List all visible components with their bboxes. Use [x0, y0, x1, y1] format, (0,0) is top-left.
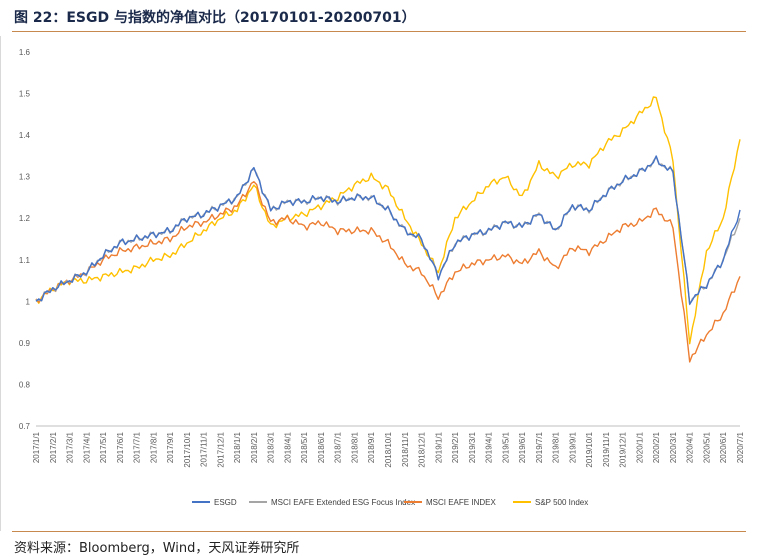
x-tick-label: 2019/6/1: [518, 431, 527, 463]
x-tick-label: 2019/2/1: [451, 431, 460, 463]
x-tick-label: 2019/11/1: [602, 431, 611, 467]
x-tick-label: 2018/7/1: [334, 431, 343, 463]
x-tick-label: 2017/4/1: [82, 431, 91, 463]
x-tick-label: 2018/4/1: [283, 431, 292, 463]
x-tick-label: 2020/6/1: [719, 431, 728, 463]
y-tick-label: 1.3: [19, 173, 31, 182]
x-tick-label: 2018/3/1: [267, 431, 276, 463]
y-tick-label: 1: [26, 297, 31, 306]
legend-label: MSCI EAFE Extended ESG Focus Index: [271, 498, 415, 507]
x-tick-label: 2017/10/1: [183, 431, 192, 467]
series-line-0: [35, 155, 741, 305]
y-tick-label: 0.8: [19, 380, 31, 389]
series-line-2: [35, 181, 741, 363]
line-chart: 0.70.80.911.11.21.31.41.51.6 2017/1/1 201…: [0, 36, 745, 531]
x-tick-label: 2017/3/1: [66, 431, 75, 463]
x-tick-label: 2017/5/1: [99, 431, 108, 463]
x-tick-label: 2019/1/1: [434, 431, 443, 463]
x-tick-label: 2019/10/1: [585, 431, 594, 467]
x-tick-label: 2019/12/1: [619, 431, 628, 467]
x-tick-label: 2020/5/1: [703, 431, 712, 463]
x-tick-label: 2017/8/1: [149, 431, 158, 463]
y-tick-label: 1.6: [19, 48, 31, 57]
x-tick-label: 2020/3/1: [669, 431, 678, 463]
x-tick-label: 2018/10/1: [384, 431, 393, 467]
x-tick-label: 2020/4/1: [686, 431, 695, 463]
x-tick-label: 2017/12/1: [216, 431, 225, 467]
x-tick-label: 2020/2/1: [652, 431, 661, 463]
x-tick-label: 2019/4/1: [485, 431, 494, 463]
x-tick-label: 2017/1/1: [32, 431, 41, 463]
y-tick-label: 1.4: [19, 131, 31, 140]
x-tick-label: 2020/7/1: [736, 431, 745, 463]
x-tick-label: 2018/9/1: [367, 431, 376, 463]
series-line-3: [35, 96, 741, 345]
figure-title: 图 22：ESGD 与指数的净值对比（20170101-20200701）: [14, 10, 416, 26]
series-lines: [35, 96, 741, 363]
x-tick-label: 2019/3/1: [468, 431, 477, 463]
x-tick-label: 2017/2/1: [49, 431, 58, 463]
bottom-rule: [12, 531, 746, 532]
y-axis-ticks: 0.7 0.8 0.9 1 1.1 1.2 1.3 1.4 1.5 1.6: [19, 48, 31, 431]
x-tick-label: 2018/5/1: [300, 431, 309, 463]
x-tick-label: 2020/1/1: [635, 431, 644, 463]
y-tick-label: 0.7: [19, 422, 31, 431]
source-note: 资料来源：Bloomberg，Wind，天风证券研究所: [14, 541, 300, 556]
x-tick-label: 2017/9/1: [166, 431, 175, 463]
y-tick-label: 1.2: [19, 214, 31, 223]
x-axis-ticks: 2017/1/1 2017/2/1 2017/3/1 2017/4/1 2017/5/1…: [32, 431, 745, 467]
y-tick-label: 1.5: [19, 90, 31, 99]
legend-label: MSCI EAFE INDEX: [426, 498, 496, 507]
x-tick-label: 2018/2/1: [250, 431, 259, 463]
legend-label: S&P 500 Index: [535, 498, 588, 507]
x-tick-label: 2018/6/1: [317, 431, 326, 463]
x-tick-label: 2018/12/1: [418, 431, 427, 467]
legend-label: ESGD: [214, 498, 237, 507]
series-line-1: [35, 156, 741, 306]
legend: ESGD MSCI EAFE Extended ESG Focus Index MS…: [192, 498, 588, 507]
x-tick-label: 2019/9/1: [568, 431, 577, 463]
x-tick-label: 2018/11/1: [401, 431, 410, 467]
x-tick-label: 2019/8/1: [552, 431, 561, 463]
x-tick-label: 2018/1/1: [233, 431, 242, 463]
x-tick-label: 2017/11/1: [200, 431, 209, 467]
x-tick-label: 2019/7/1: [535, 431, 544, 463]
x-tick-label: 2018/8/1: [351, 431, 360, 463]
x-tick-label: 2017/6/1: [116, 431, 125, 463]
y-tick-label: 1.1: [19, 256, 31, 265]
y-tick-label: 0.9: [19, 339, 31, 348]
x-tick-label: 2017/7/1: [133, 431, 142, 463]
x-tick-label: 2019/5/1: [501, 431, 510, 463]
top-rule: [12, 31, 746, 32]
